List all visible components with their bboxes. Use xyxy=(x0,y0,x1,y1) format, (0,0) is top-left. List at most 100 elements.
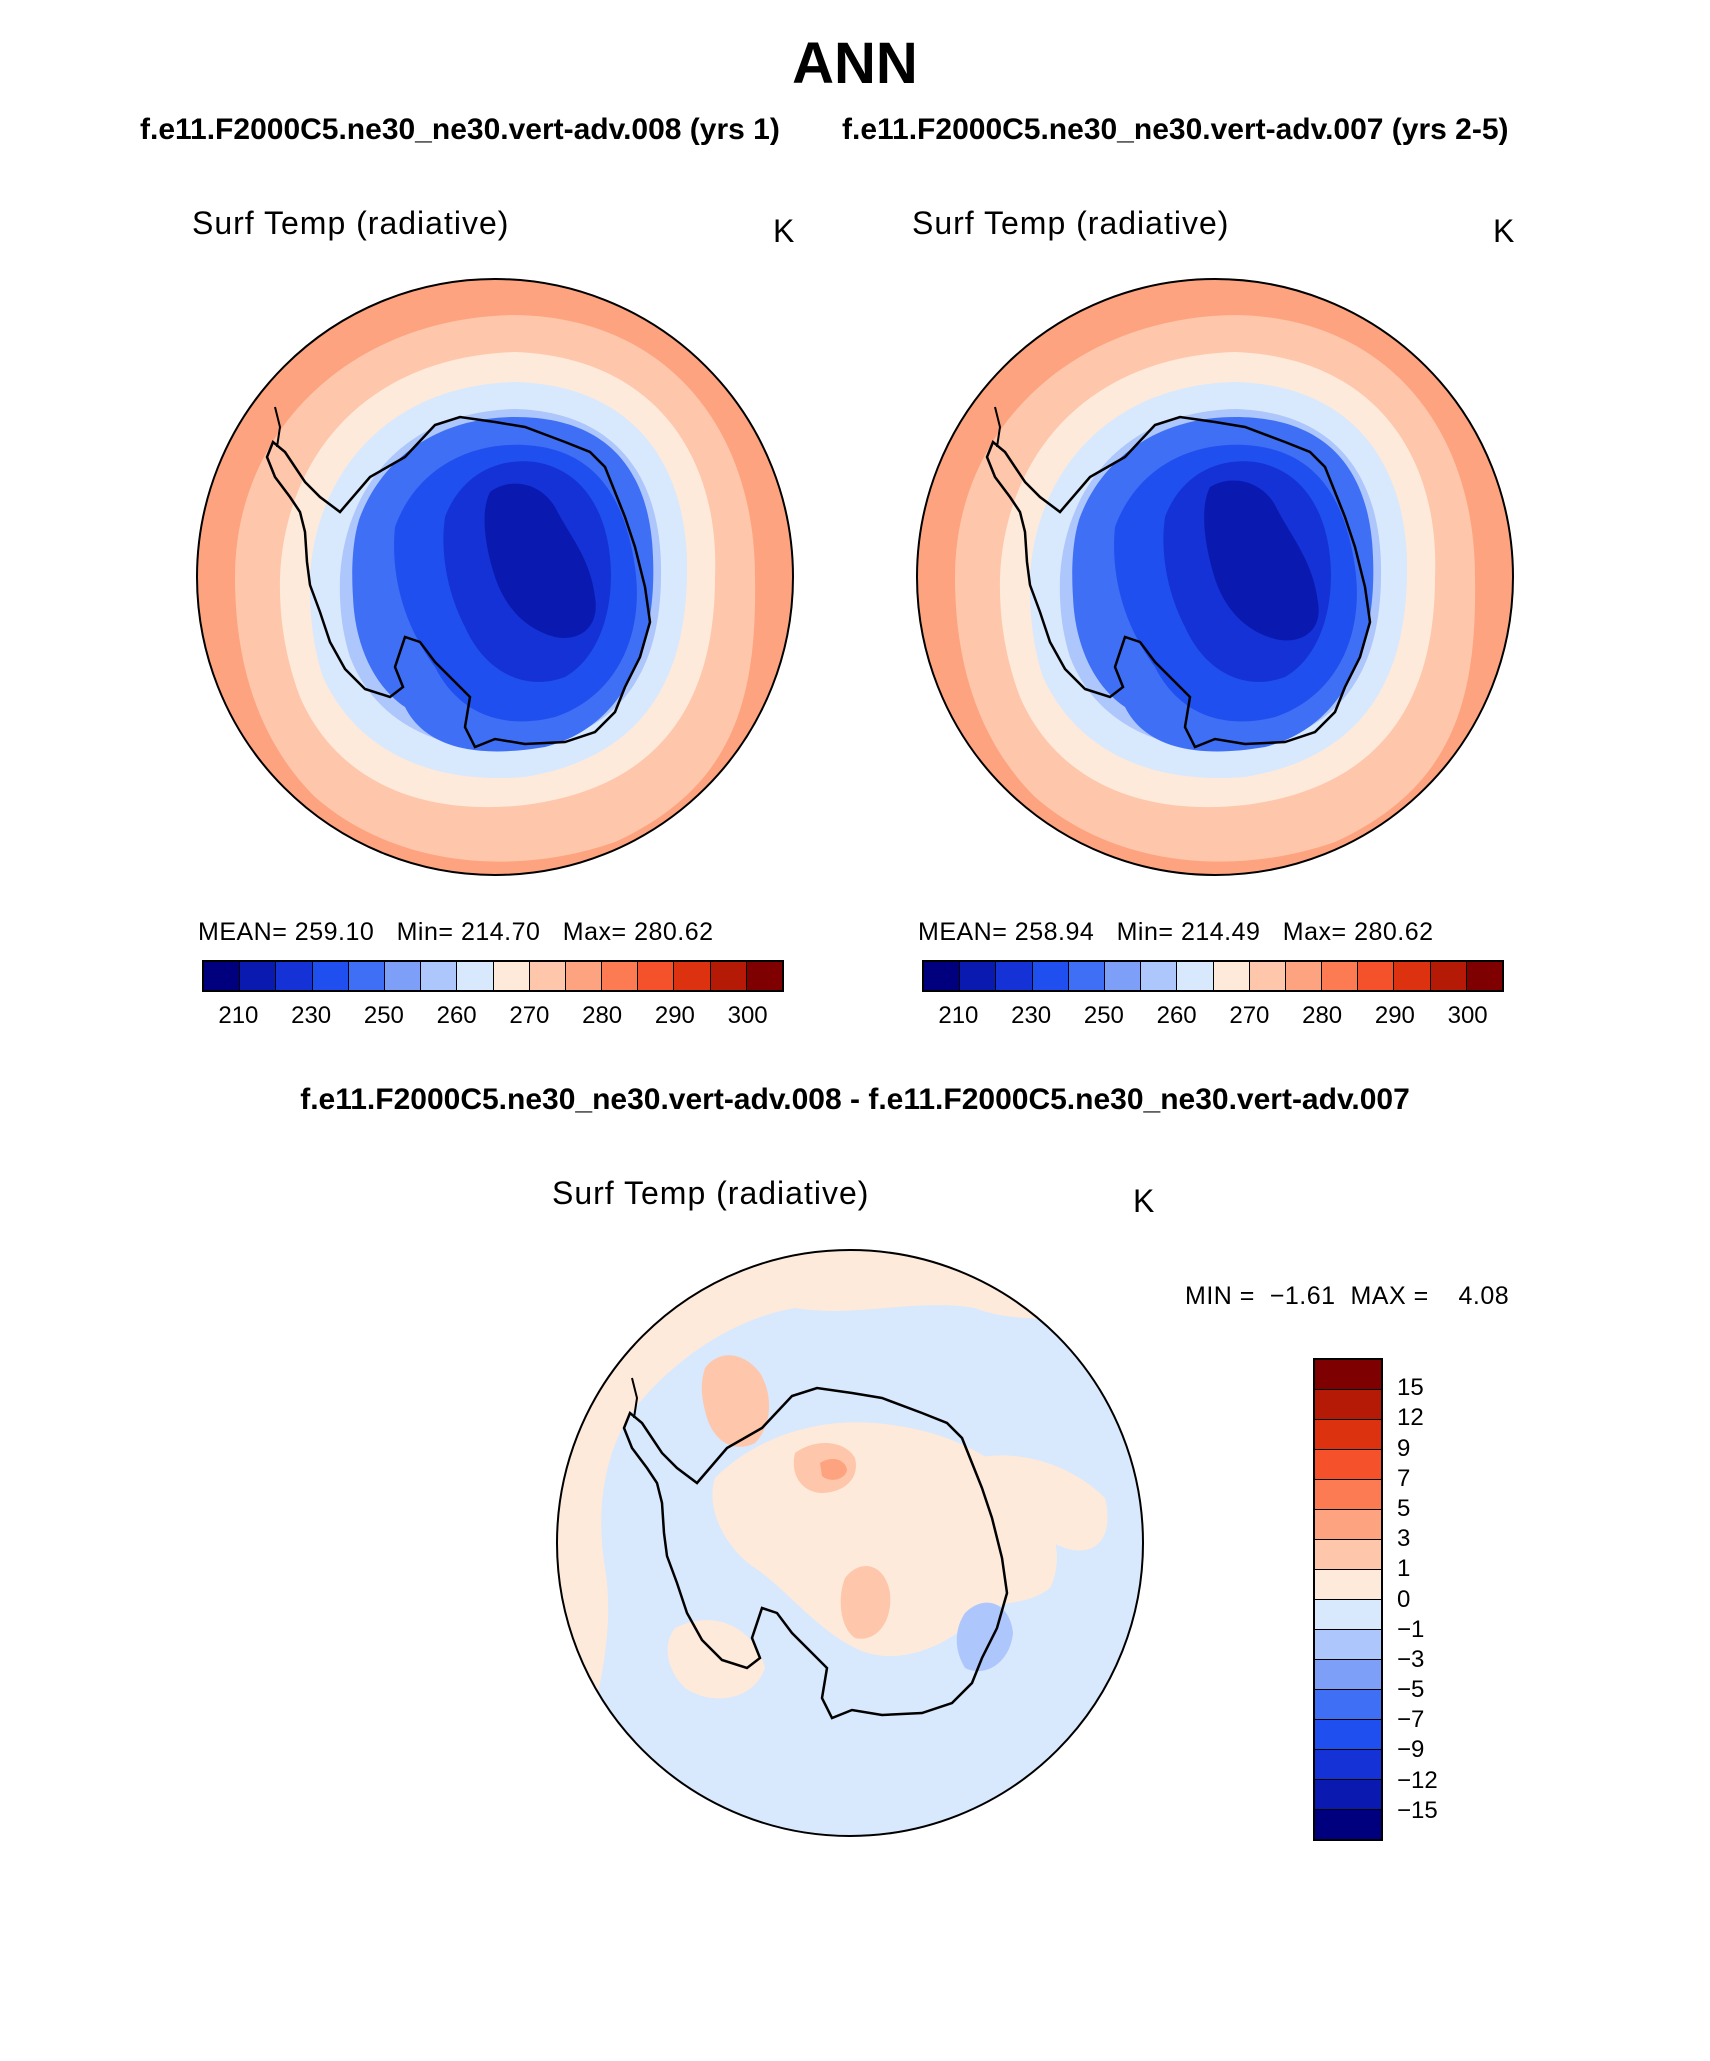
colorbar-swatch xyxy=(1285,962,1323,990)
map-boundary xyxy=(916,278,1514,876)
panel1-map xyxy=(196,278,794,876)
colorbar-swatch xyxy=(1315,1540,1381,1570)
colorbar-tick-label: 12 xyxy=(1397,1404,1424,1432)
panel2-variable: Surf Temp (radiative) xyxy=(912,205,1230,241)
colorbar-swatch xyxy=(1358,962,1395,990)
colorbar-swatch xyxy=(240,962,277,990)
colorbar-tick-label: 7 xyxy=(1397,1464,1411,1492)
diff-units: K xyxy=(1133,1183,1155,1219)
panel2-colorbar xyxy=(922,960,1504,992)
colorbar-tick-label: 290 xyxy=(1374,1002,1415,1029)
min-label: MIN = xyxy=(1185,1282,1255,1310)
subtitle-right: f.e11.F2000C5.ne30_ne30.vert-adv.007 (yr… xyxy=(842,113,1509,146)
peninsula-islands xyxy=(631,1377,639,1419)
colorbar-swatch xyxy=(348,962,385,990)
colorbar-tick-label: −7 xyxy=(1397,1706,1425,1734)
colorbar-tick-label: 9 xyxy=(1397,1434,1411,1462)
colorbar-tick-label: 0 xyxy=(1397,1585,1411,1613)
colorbar-swatch xyxy=(312,962,349,990)
warm-anomaly-3 xyxy=(840,1566,891,1639)
warming-patch-sw xyxy=(667,1620,765,1699)
colorbar-tick-label: 230 xyxy=(1011,1002,1052,1029)
colorbar-swatch xyxy=(1104,962,1142,990)
colorbar-tick-label: 250 xyxy=(1083,1002,1124,1029)
colorbar-swatch xyxy=(276,962,313,990)
mean-value: 259.10 xyxy=(294,918,375,946)
colorbar-swatch xyxy=(204,962,241,990)
colorbar-swatch xyxy=(457,962,494,990)
colorbar-tick-label: 210 xyxy=(938,1002,979,1029)
min-value: −1.61 xyxy=(1269,1282,1336,1310)
subtitle-left: f.e11.F2000C5.ne30_ne30.vert-adv.008 (yr… xyxy=(140,113,780,146)
colorbar-swatch xyxy=(421,962,458,990)
mean-label: MEAN= xyxy=(918,918,1008,946)
colorbar-swatch xyxy=(1394,962,1431,990)
map-boundary xyxy=(196,278,794,876)
colorbar-swatch xyxy=(493,962,530,990)
colorbar-swatch xyxy=(1466,962,1502,990)
colorbar-swatch xyxy=(1315,1810,1381,1839)
colorbar-tick-label: 5 xyxy=(1397,1494,1411,1522)
panel2-map xyxy=(916,278,1514,876)
colorbar-swatch xyxy=(1315,1690,1381,1720)
panel2-units: K xyxy=(1493,213,1515,249)
colorbar-swatch xyxy=(960,962,997,990)
colorbar-swatch xyxy=(1315,1720,1381,1750)
max-label: Max= xyxy=(1282,918,1347,946)
colorbar-swatch xyxy=(1249,962,1286,990)
colorbar-swatch xyxy=(1315,1360,1381,1390)
colorbar-swatch xyxy=(1315,1480,1381,1510)
warm-anomaly-1 xyxy=(701,1355,770,1447)
colorbar-swatch xyxy=(1315,1600,1381,1630)
colorbar-swatch xyxy=(602,962,639,990)
colorbar-tick-label: 1 xyxy=(1397,1555,1411,1583)
warm-anomaly-core xyxy=(820,1458,847,1480)
panel1-colorbar xyxy=(202,960,784,992)
colorbar-swatch xyxy=(1315,1630,1381,1660)
colorbar-tick-label: −9 xyxy=(1397,1736,1425,1764)
mean-value: 258.94 xyxy=(1014,918,1095,946)
colorbar-swatch xyxy=(1315,1780,1381,1810)
colorbar-swatch xyxy=(1315,1390,1381,1420)
colorbar-swatch xyxy=(1315,1450,1381,1480)
colorbar-tick-label: 280 xyxy=(582,1002,623,1029)
colorbar-tick-label: −1 xyxy=(1397,1615,1425,1643)
colorbar-tick-label: 260 xyxy=(1156,1002,1197,1029)
colorbar-swatch xyxy=(1141,962,1178,990)
max-label: Max= xyxy=(562,918,627,946)
colorbar-swatch xyxy=(638,962,675,990)
colorbar-tick-label: 260 xyxy=(436,1002,477,1029)
colorbar-tick-label: 230 xyxy=(291,1002,332,1029)
colorbar-swatch xyxy=(384,962,422,990)
colorbar-swatch xyxy=(924,962,961,990)
colorbar-swatch xyxy=(1315,1750,1381,1780)
colorbar-swatch xyxy=(674,962,711,990)
colorbar-tick-label: 300 xyxy=(727,1002,768,1029)
colorbar-tick-label: −5 xyxy=(1397,1676,1425,1704)
colorbar-tick-label: 250 xyxy=(363,1002,404,1029)
colorbar-swatch xyxy=(1315,1570,1381,1600)
diff-stats: MIN = −1.61 MAX = 4.08 xyxy=(1185,1282,1509,1311)
max-value: 280.62 xyxy=(1354,918,1434,946)
colorbar-swatch xyxy=(565,962,603,990)
max-value: 4.08 xyxy=(1458,1282,1510,1310)
colorbar-tick-label: −12 xyxy=(1397,1766,1438,1794)
colorbar-swatch xyxy=(1032,962,1069,990)
warming-region-east xyxy=(975,1455,1108,1551)
panel1-stats: MEAN= 259.10 Min= 214.70 Max= 280.62 xyxy=(198,918,714,947)
colorbar-tick-label: 270 xyxy=(509,1002,550,1029)
contour-210-215 xyxy=(484,483,596,638)
colorbar-tick-label: 290 xyxy=(654,1002,695,1029)
max-value: 280.62 xyxy=(634,918,714,946)
colorbar-tick-label: 15 xyxy=(1397,1374,1424,1402)
colorbar-tick-label: −3 xyxy=(1397,1645,1425,1673)
diff-colorbar xyxy=(1313,1358,1383,1841)
mean-label: MEAN= xyxy=(198,918,288,946)
colorbar-swatch xyxy=(746,962,782,990)
panel1-units: K xyxy=(773,213,795,249)
colorbar-swatch xyxy=(1430,962,1467,990)
colorbar-tick-label: 300 xyxy=(1447,1002,1488,1029)
colorbar-swatch xyxy=(529,962,566,990)
figure-title: ANN xyxy=(792,31,918,96)
warming-region-continent xyxy=(712,1422,1057,1657)
